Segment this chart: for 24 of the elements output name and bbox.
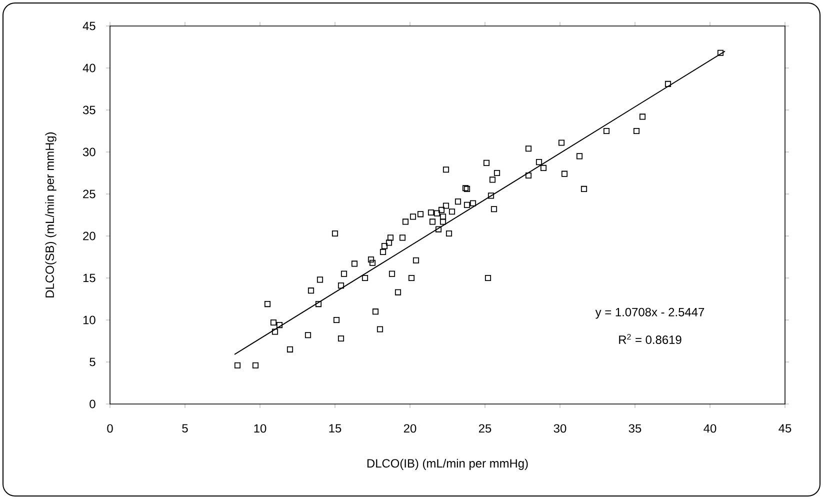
- x-tick-label: 15: [329, 424, 342, 433]
- x-tick-label: 30: [554, 424, 566, 433]
- y-axis-title: DLCO(SB) (mL/min per mmHg): [45, 132, 56, 298]
- x-tick-label: 0: [107, 424, 113, 433]
- x-tick-label: 10: [254, 424, 266, 433]
- x-tick-label: 40: [704, 424, 716, 433]
- y-tick-label: 5: [90, 358, 96, 366]
- x-tick-label: 20: [404, 424, 416, 433]
- y-tick-label: 0: [90, 400, 96, 408]
- y-tick-label: 35: [82, 106, 96, 114]
- y-tick-label: 45: [82, 22, 96, 30]
- x-axis-title: DLCO(IB) (mL/min per mmHg): [367, 458, 528, 470]
- y-tick-label: 15: [83, 274, 96, 282]
- annotation: R$^{2}$ = 0.8619: [619, 334, 682, 344]
- y-tick-label: 10: [83, 316, 96, 324]
- annotation: y = 1.0708x - 2.5447: [595, 308, 704, 319]
- y-tick-label: 30: [82, 148, 96, 156]
- x-tick-label: 25: [478, 424, 492, 433]
- y-tick-label: 25: [83, 190, 96, 198]
- x-tick-label: 5: [182, 424, 188, 433]
- y-tick-label: 20: [83, 232, 96, 240]
- y-tick-label: 40: [82, 64, 96, 72]
- x-tick-label: 45: [778, 424, 792, 433]
- x-tick-label: 35: [628, 424, 642, 433]
